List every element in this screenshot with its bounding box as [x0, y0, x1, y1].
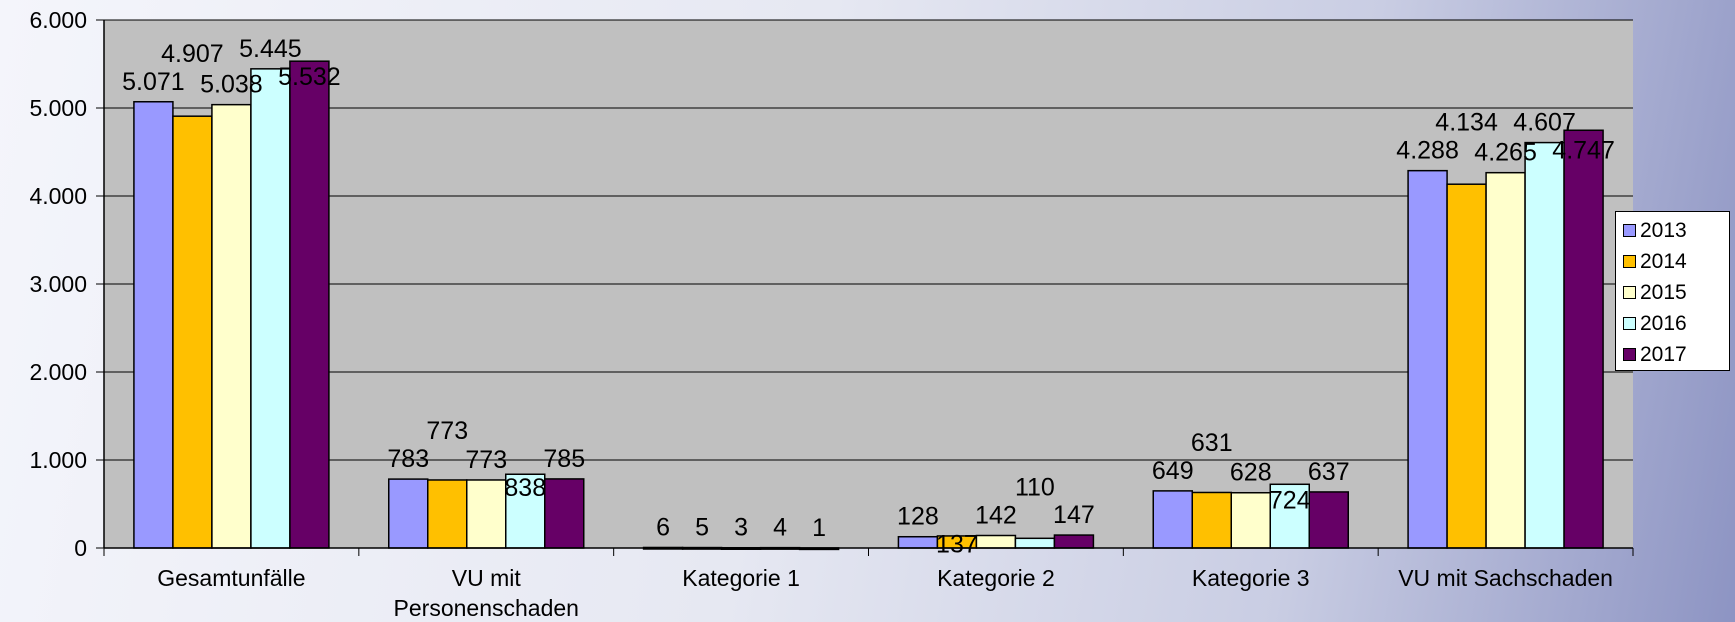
- legend-label: 2014: [1640, 249, 1687, 273]
- data-label: 649: [1152, 457, 1194, 485]
- bar: [388, 478, 429, 549]
- data-labels: 5.0714.9075.0385.4455.532783773773838785…: [122, 35, 1615, 559]
- x-tick-label: Kategorie 2: [937, 565, 1055, 591]
- gridlines: [96, 19, 1633, 549]
- bar: [1053, 534, 1095, 549]
- bar: [897, 535, 939, 549]
- bar: [1524, 141, 1565, 549]
- legend-label: 2013: [1640, 218, 1687, 242]
- legend-swatch: [1623, 348, 1636, 361]
- data-label: 773: [465, 446, 507, 474]
- bar: [1269, 483, 1310, 549]
- bar: [544, 478, 585, 549]
- bar: [211, 103, 252, 549]
- y-tick-label: 2.000: [29, 359, 87, 385]
- legend-swatch: [1623, 317, 1636, 330]
- data-label: 4.288: [1396, 137, 1459, 165]
- data-label: 628: [1230, 459, 1272, 487]
- data-label: 5.038: [200, 71, 263, 99]
- legend-item: 2014: [1623, 246, 1729, 277]
- x-tick-label: Gesamtunfälle: [157, 565, 305, 591]
- bar: [250, 68, 291, 549]
- data-label: 783: [387, 445, 429, 473]
- axes: [103, 20, 1634, 556]
- data-label: 5: [695, 514, 709, 542]
- data-label: 128: [897, 503, 939, 531]
- bar: [1191, 491, 1232, 549]
- legend-swatch: [1623, 286, 1636, 299]
- data-label: 110: [1015, 474, 1055, 502]
- data-label: 4.607: [1513, 109, 1576, 137]
- bar: [1563, 129, 1604, 549]
- data-label: 4.747: [1552, 137, 1615, 165]
- data-label: 637: [1308, 458, 1350, 486]
- legend-label: 2017: [1640, 342, 1687, 366]
- x-tick-label: Kategorie 1: [682, 565, 800, 591]
- data-label: 773: [426, 417, 468, 445]
- bar: [1407, 169, 1448, 549]
- legend: 2013 2014 2015 2016 2017: [1615, 211, 1730, 371]
- bar: [505, 473, 546, 549]
- y-tick-label: 3.000: [29, 271, 87, 297]
- data-label: 5.071: [122, 68, 185, 96]
- data-label: 5.532: [278, 63, 341, 91]
- bar: [1308, 491, 1349, 549]
- data-label: 631: [1191, 429, 1233, 457]
- y-tick-label: 5.000: [29, 95, 87, 121]
- data-label: 142: [975, 502, 1017, 530]
- data-label: 147: [1053, 501, 1095, 529]
- bar: [1485, 171, 1526, 549]
- bar: [289, 60, 330, 549]
- data-label: 6: [656, 513, 670, 541]
- y-axis-tick-labels: 0 1.000 2.000 3.000 4.000 5.000 6.000: [29, 7, 87, 561]
- data-label: 3: [734, 514, 748, 542]
- bar: [172, 115, 213, 549]
- data-label: 1: [812, 514, 826, 542]
- bar: [1446, 183, 1487, 549]
- legend-label: 2016: [1640, 311, 1687, 335]
- bar: [1230, 491, 1271, 549]
- legend-swatch: [1623, 255, 1636, 268]
- x-tick-label: VU mit Sachschaden: [1398, 565, 1613, 591]
- y-tick-label: 4.000: [29, 183, 87, 209]
- data-label: 838: [504, 474, 546, 502]
- x-axis-category-labels: Gesamtunfälle VU mit Personenschaden Katego…: [157, 565, 1613, 621]
- legend-item: 2016: [1623, 308, 1729, 339]
- legend-item: 2013: [1623, 215, 1729, 246]
- y-tick-label: 6.000: [29, 7, 87, 33]
- data-label: 4: [773, 514, 787, 542]
- legend-item: 2017: [1623, 339, 1729, 370]
- data-label: 724: [1269, 487, 1311, 515]
- bar: [427, 479, 468, 549]
- data-label: 785: [543, 445, 585, 473]
- legend-item: 2015: [1623, 277, 1729, 308]
- legend-label: 2015: [1640, 280, 1687, 304]
- data-label: 4.265: [1474, 139, 1537, 167]
- bar: [1152, 490, 1193, 549]
- data-label: 5.445: [239, 35, 302, 63]
- legend-swatch: [1623, 224, 1636, 237]
- x-tick-label: Kategorie 3: [1192, 565, 1310, 591]
- y-tick-label: 0: [74, 535, 87, 561]
- data-label: 137: [936, 531, 978, 559]
- y-tick-label: 1.000: [29, 447, 87, 473]
- data-label: 4.907: [161, 40, 224, 68]
- data-label: 4.134: [1435, 109, 1498, 137]
- bar: [133, 101, 174, 549]
- bar: [1014, 537, 1056, 549]
- bar: [466, 479, 507, 549]
- x-tick-label: VU mit: [452, 565, 522, 591]
- bar: [975, 534, 1017, 549]
- x-tick-label: Personenschaden: [394, 595, 579, 621]
